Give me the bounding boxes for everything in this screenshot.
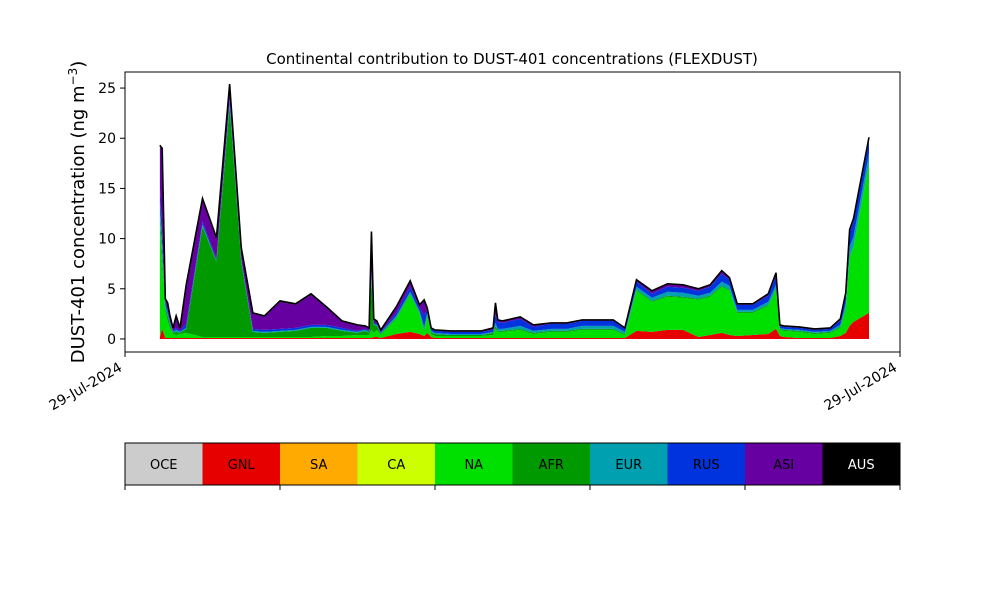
y-axis-label-main: DUST-401 concentration (ng m bbox=[68, 85, 89, 363]
colorbar-swatch-gnl bbox=[202, 443, 281, 485]
colorbar-label-ca: CA bbox=[387, 458, 405, 473]
area-aus bbox=[159, 84, 869, 331]
y-tick-label: 5 bbox=[107, 282, 116, 298]
y-tick-label: 15 bbox=[98, 181, 116, 197]
colorbar-swatch-oce bbox=[125, 443, 203, 485]
colorbar-label-eur: EUR bbox=[615, 458, 642, 473]
colorbar-label-aus: AUS bbox=[848, 458, 875, 473]
y-tick-label: 10 bbox=[98, 232, 116, 248]
colorbar-swatch-asi bbox=[745, 443, 823, 485]
y-tick-label: 0 bbox=[107, 332, 116, 348]
colorbar-swatch-aus bbox=[822, 443, 901, 485]
y-axis: 0 5 10 15 20 25 bbox=[98, 81, 125, 348]
colorbar-swatch-afr bbox=[512, 443, 591, 485]
total-outline bbox=[159, 83, 870, 332]
colorbar-label-asi: ASI bbox=[773, 458, 794, 473]
area-na bbox=[159, 163, 869, 338]
y-axis-label: DUST-401 concentration (ng m−3) bbox=[66, 61, 89, 364]
colorbar-swatch-sa bbox=[280, 443, 358, 485]
colorbar-frame bbox=[124, 442, 901, 486]
colorbar-label-oce: OCE bbox=[150, 458, 178, 473]
y-axis-label-close: ) bbox=[68, 61, 89, 68]
colorbar-label-rus: RUS bbox=[693, 458, 720, 473]
colorbar-label-sa: SA bbox=[310, 458, 327, 473]
colorbar-swatch-rus bbox=[667, 443, 746, 485]
y-tick-label: 20 bbox=[98, 131, 116, 147]
colorbar-label-afr: AFR bbox=[539, 458, 564, 473]
y-tick-label: 25 bbox=[98, 81, 116, 97]
colorbar-label-gnl: GNL bbox=[228, 458, 256, 473]
x-tick-label: 29-Jul-2024 bbox=[822, 360, 900, 415]
x-tick-label: 29-Jul-2024 bbox=[47, 360, 125, 415]
y-axis-label-superscript: −3 bbox=[66, 68, 80, 86]
chart-title: Continental contribution to DUST-401 con… bbox=[266, 50, 758, 68]
x-axis: 29-Jul-2024 29-Jul-2024 bbox=[47, 352, 901, 415]
colorbar-swatch-eur bbox=[590, 443, 668, 485]
area-asi bbox=[159, 85, 869, 332]
region-colorbar-legend: OCE GNL SA CA NA AFR EUR RUS ASI AUS bbox=[124, 442, 901, 490]
plot-frame bbox=[124, 71, 901, 353]
colorbar-label-na: NA bbox=[464, 458, 483, 473]
stacked-area-layers bbox=[159, 84, 869, 339]
colorbar-swatch-na bbox=[435, 443, 513, 485]
colorbar-swatch-ca bbox=[357, 443, 436, 485]
area-afr bbox=[159, 106, 869, 337]
